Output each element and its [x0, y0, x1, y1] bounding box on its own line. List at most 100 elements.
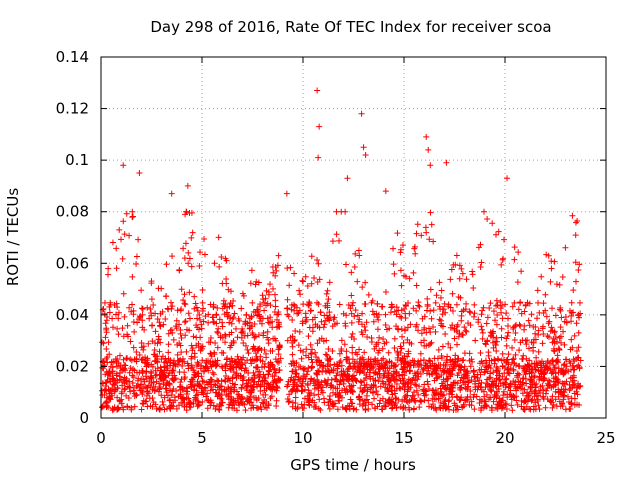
data-point	[407, 384, 414, 391]
data-point	[211, 260, 218, 267]
data-point	[166, 359, 173, 366]
data-point	[509, 344, 516, 351]
data-point	[242, 407, 249, 414]
data-point	[287, 264, 294, 271]
data-point	[247, 280, 254, 287]
data-point	[359, 331, 366, 338]
data-point	[509, 356, 516, 363]
data-point	[150, 399, 157, 406]
data-point	[437, 294, 444, 301]
data-point	[478, 366, 485, 373]
data-point	[412, 323, 419, 330]
data-point	[481, 369, 488, 376]
data-point	[560, 396, 567, 403]
data-point	[540, 300, 547, 307]
x-tick-labels: 0 5 10 15 20 25	[96, 429, 615, 447]
data-point	[103, 404, 110, 411]
data-point	[261, 307, 268, 314]
data-point	[552, 375, 559, 382]
data-point	[496, 398, 503, 405]
data-point	[532, 367, 539, 374]
data-point	[107, 396, 114, 403]
data-point	[264, 328, 271, 335]
data-point	[504, 370, 511, 377]
data-point	[231, 384, 238, 391]
data-point	[271, 365, 278, 372]
data-point	[211, 319, 218, 326]
data-point	[428, 404, 435, 411]
data-point	[362, 279, 369, 286]
data-point	[503, 360, 510, 367]
data-point	[248, 405, 255, 412]
data-point	[558, 314, 565, 321]
data-point	[252, 281, 259, 288]
data-point	[343, 406, 350, 413]
data-point	[320, 324, 327, 331]
data-point	[570, 374, 577, 381]
data-point	[286, 282, 293, 289]
data-point	[413, 387, 420, 394]
data-point	[129, 372, 136, 379]
data-point	[201, 367, 208, 374]
data-point	[253, 278, 260, 285]
data-point	[314, 382, 321, 389]
data-point	[307, 350, 314, 357]
data-point	[515, 378, 522, 385]
data-point	[421, 313, 428, 320]
data-point	[439, 323, 446, 330]
data-point	[220, 349, 227, 356]
data-point	[187, 404, 194, 411]
data-point	[364, 388, 371, 395]
data-point	[527, 383, 534, 390]
data-point	[258, 320, 265, 327]
data-point	[450, 407, 457, 414]
data-point	[133, 392, 140, 399]
data-point	[316, 336, 323, 343]
data-point	[243, 311, 250, 318]
data-point	[484, 376, 491, 383]
data-point	[114, 325, 121, 332]
data-point	[416, 361, 423, 368]
data-point	[563, 378, 570, 385]
data-point	[338, 208, 345, 215]
data-point	[576, 402, 583, 409]
data-point	[188, 355, 195, 362]
data-point	[355, 318, 362, 325]
data-point	[221, 377, 228, 384]
data-point	[518, 403, 525, 410]
data-point	[135, 315, 142, 322]
data-point	[349, 344, 356, 351]
data-point	[146, 395, 153, 402]
data-point	[267, 314, 274, 321]
data-point	[144, 304, 151, 311]
data-point	[199, 377, 206, 384]
data-point	[118, 236, 125, 243]
data-point	[374, 403, 381, 410]
data-point	[479, 307, 486, 314]
data-point	[273, 267, 280, 274]
data-point	[385, 349, 392, 356]
data-point	[265, 340, 272, 347]
data-point	[526, 345, 533, 352]
data-point	[147, 305, 154, 312]
data-point	[155, 336, 162, 343]
data-point	[479, 326, 486, 333]
data-point	[416, 404, 423, 411]
data-point	[343, 312, 350, 319]
x-tick-label: 20	[495, 429, 514, 447]
data-point	[186, 327, 193, 334]
data-point	[498, 402, 505, 409]
data-point	[195, 399, 202, 406]
data-point	[552, 334, 559, 341]
data-point	[267, 381, 274, 388]
data-point	[123, 355, 130, 362]
data-point	[225, 390, 232, 397]
data-point	[338, 371, 345, 378]
data-point	[225, 286, 232, 293]
data-point	[254, 364, 261, 371]
data-point	[291, 307, 298, 314]
data-point	[324, 356, 331, 363]
data-point	[447, 356, 454, 363]
data-point	[213, 389, 220, 396]
data-point	[392, 400, 399, 407]
